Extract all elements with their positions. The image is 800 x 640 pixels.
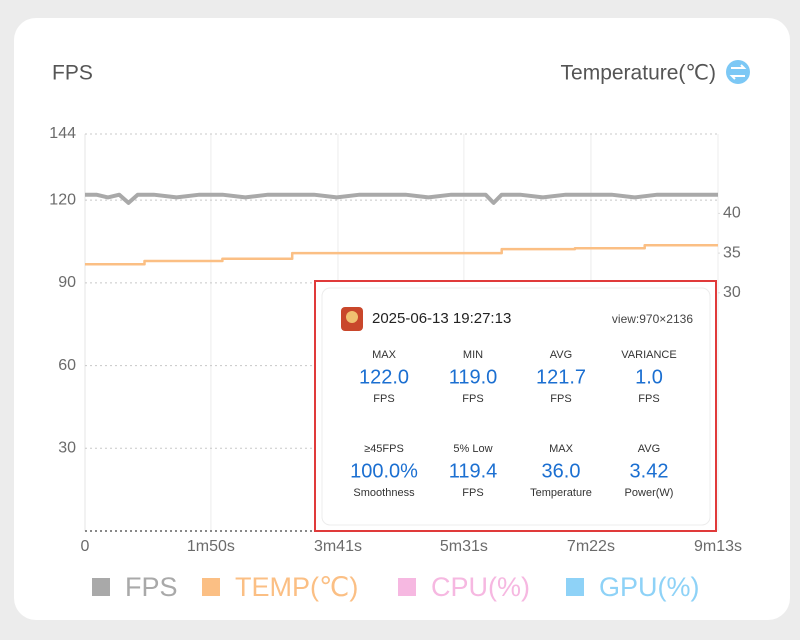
legend-label: TEMP(℃) <box>235 572 358 602</box>
stat-label: AVG <box>638 443 660 455</box>
stat-label: VARIANCE <box>621 349 676 361</box>
summary-panel: 2025-06-13 19:27:13 view:970×2136 MAX 122… <box>314 280 717 532</box>
series-line <box>85 243 718 266</box>
panel-card <box>321 287 711 526</box>
y-tick-label: 120 <box>49 191 76 208</box>
y-axis-label: FPS <box>52 62 93 85</box>
stat-value: 36.0 <box>542 460 581 482</box>
x-tick-label: 9m13s <box>694 538 742 555</box>
x-tick-label: 3m41s <box>314 538 362 555</box>
y2-tick-label: 40 <box>723 205 741 222</box>
view-size: view:970×2136 <box>612 312 693 326</box>
legend: FPS TEMP(℃) CPU(%) GPU(%) <box>92 572 700 602</box>
series-line <box>85 192 718 205</box>
x-tick-label: 7m22s <box>567 538 615 555</box>
stat-value: 100.0% <box>350 460 418 482</box>
x-tick-label: 1m50s <box>187 538 235 555</box>
stat-value: 119.0 <box>449 366 498 388</box>
y2-tick-label: 35 <box>723 244 741 261</box>
legend-label: CPU(%) <box>431 572 530 602</box>
stat-label: 5% Low <box>453 443 492 455</box>
x-tick-label: 5m31s <box>440 538 488 555</box>
stat-unit: Power(W) <box>625 487 674 499</box>
legend-label: GPU(%) <box>599 572 700 602</box>
stat-value: 121.7 <box>536 366 586 388</box>
stat-value: 119.4 <box>449 460 498 482</box>
stat-unit: Smoothness <box>353 487 415 499</box>
legend-swatch <box>92 578 110 596</box>
stat-unit: FPS <box>373 393 394 405</box>
y2-tick-label: 30 <box>723 284 741 301</box>
stat-unit: Temperature <box>530 487 592 499</box>
legend-swatch <box>202 578 220 596</box>
legend-swatch <box>398 578 416 596</box>
stat-value: 122.0 <box>359 366 409 388</box>
swap-button[interactable] <box>726 60 750 84</box>
stat-unit: FPS <box>462 393 483 405</box>
stat-label: MAX <box>549 443 574 455</box>
y-tick-label: 90 <box>58 274 76 291</box>
y-tick-label: 60 <box>58 357 76 374</box>
stat-unit: FPS <box>462 487 483 499</box>
plot: 0 1m50s 3m41s 5m31s 7m22s 9m13s 30 60 90 120 144 30… <box>49 125 742 555</box>
stat-label: ≥45FPS <box>364 443 404 455</box>
x-tick-label: 0 <box>81 538 90 555</box>
y-tick-label: 30 <box>58 440 76 457</box>
y-tick-label: 144 <box>49 125 76 142</box>
stat-unit: FPS <box>638 393 659 405</box>
timestamp: 2025-06-13 19:27:13 <box>372 310 511 327</box>
app-icon <box>341 307 363 331</box>
stat-value: 1.0 <box>635 366 663 388</box>
stat-label: MIN <box>463 349 483 361</box>
stat-label: AVG <box>550 349 572 361</box>
y2-axis-label: Temperature(℃) <box>561 62 716 85</box>
legend-swatch <box>566 578 584 596</box>
stat-unit: FPS <box>550 393 571 405</box>
stat-label: MAX <box>372 349 397 361</box>
stat-value: 3.42 <box>630 460 669 482</box>
legend-label: FPS <box>125 572 178 602</box>
